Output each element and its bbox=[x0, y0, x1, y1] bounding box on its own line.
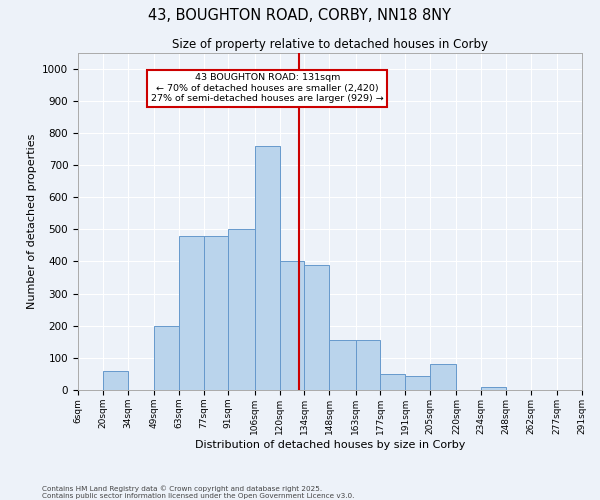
Bar bbox=[405, 376, 430, 390]
Bar bbox=[179, 236, 203, 390]
Bar bbox=[329, 340, 356, 390]
Text: 43, BOUGHTON ROAD, CORBY, NN18 8NY: 43, BOUGHTON ROAD, CORBY, NN18 8NY bbox=[149, 8, 452, 22]
Bar bbox=[304, 264, 329, 390]
Bar bbox=[255, 146, 280, 390]
Bar bbox=[154, 326, 179, 390]
X-axis label: Distribution of detached houses by size in Corby: Distribution of detached houses by size … bbox=[195, 440, 465, 450]
Bar bbox=[380, 374, 405, 390]
Y-axis label: Number of detached properties: Number of detached properties bbox=[26, 134, 37, 309]
Bar bbox=[229, 230, 255, 390]
Bar bbox=[356, 340, 380, 390]
Bar bbox=[103, 372, 128, 390]
Text: 43 BOUGHTON ROAD: 131sqm
← 70% of detached houses are smaller (2,420)
27% of sem: 43 BOUGHTON ROAD: 131sqm ← 70% of detach… bbox=[151, 74, 383, 103]
Bar bbox=[481, 387, 506, 390]
Bar bbox=[280, 262, 304, 390]
Bar bbox=[203, 236, 229, 390]
Text: Contains HM Land Registry data © Crown copyright and database right 2025.
Contai: Contains HM Land Registry data © Crown c… bbox=[42, 486, 355, 499]
Title: Size of property relative to detached houses in Corby: Size of property relative to detached ho… bbox=[172, 38, 488, 52]
Bar bbox=[430, 364, 457, 390]
